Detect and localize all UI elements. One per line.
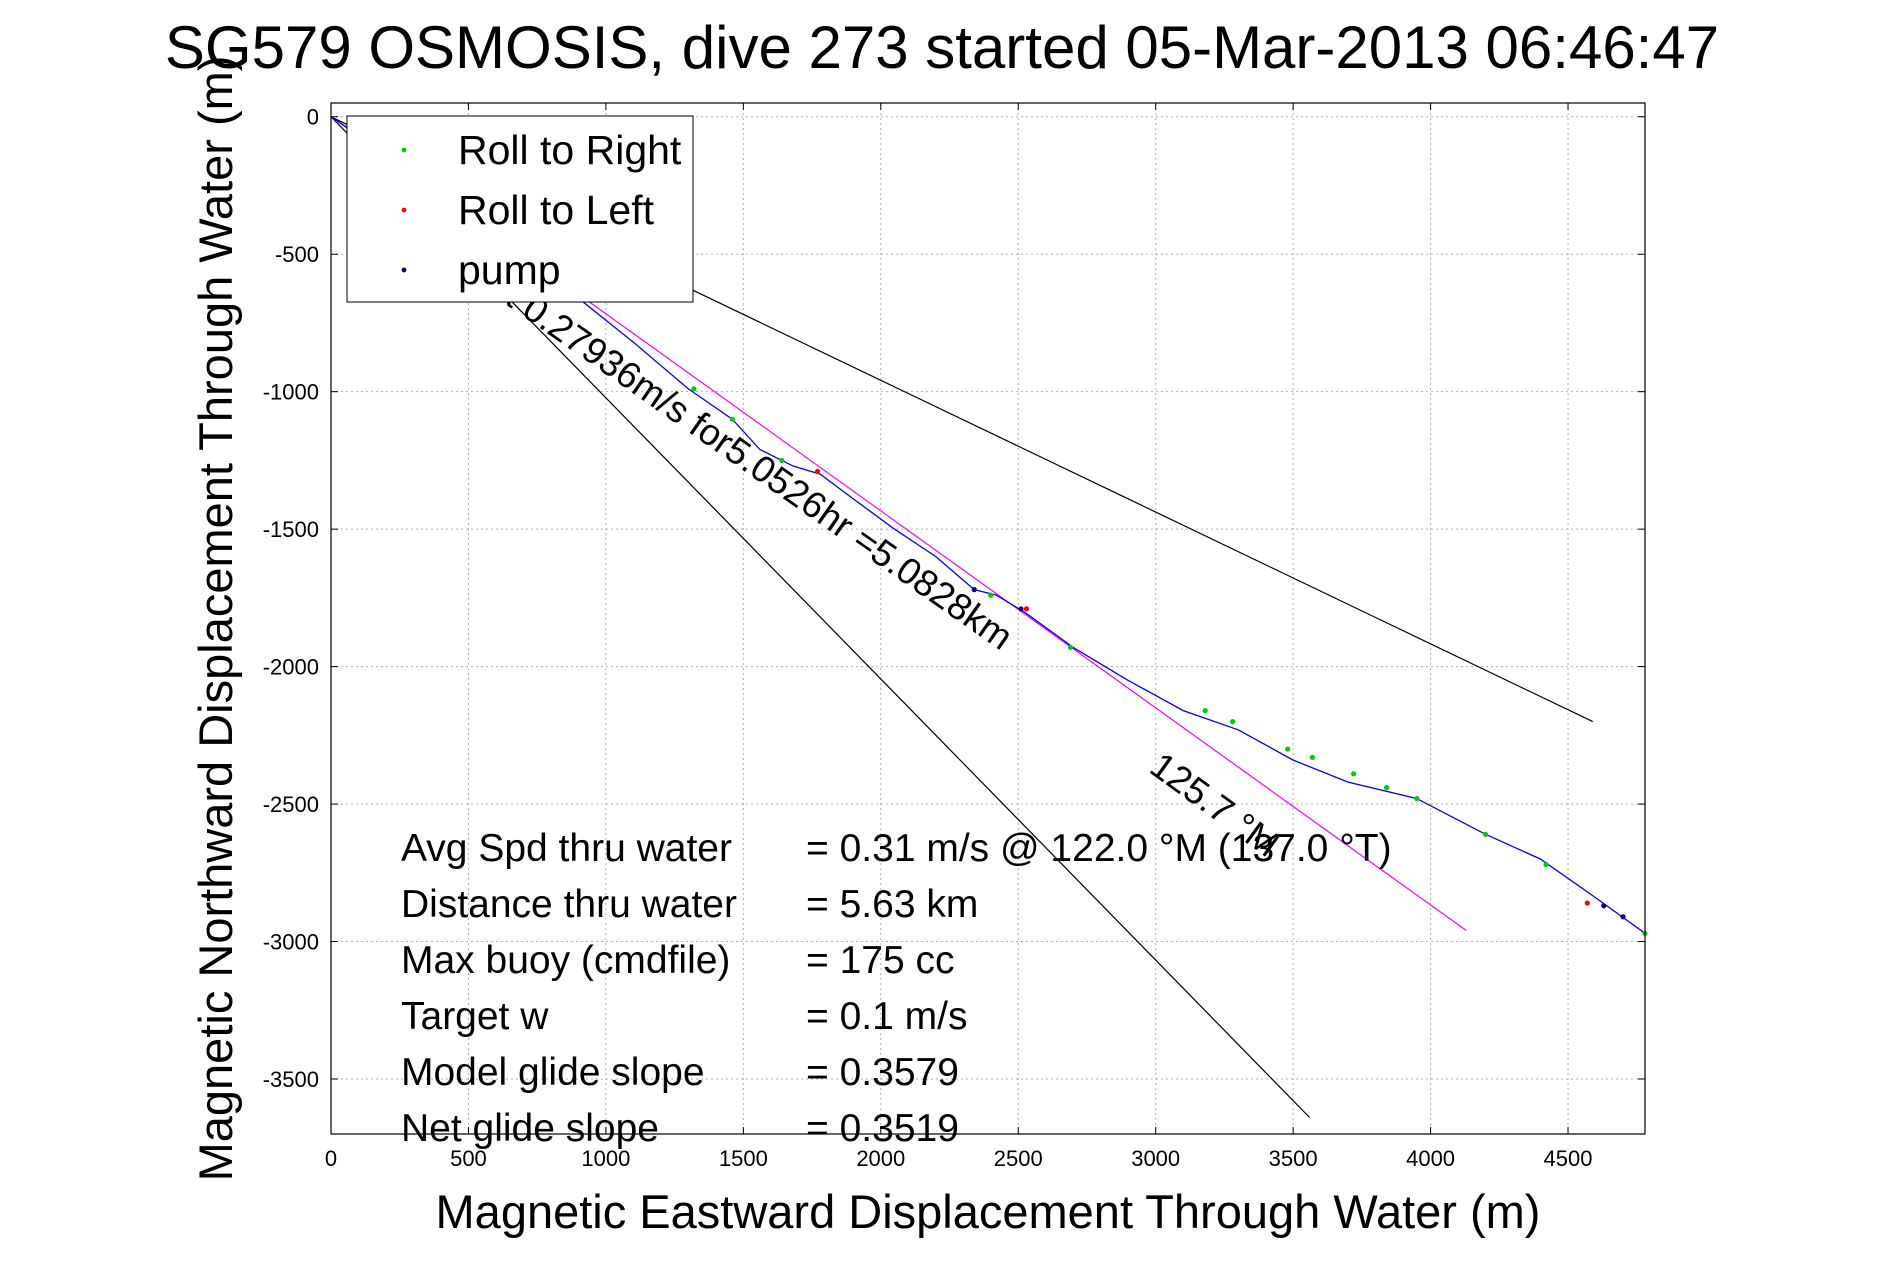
x-tick-label: 1000 (581, 1146, 630, 1171)
stat-label: Model glide slope (401, 1051, 705, 1094)
x-tick-label: 3500 (1269, 1146, 1318, 1171)
x-tick-label: 0 (325, 1146, 337, 1171)
x-tick-label: 4500 (1544, 1146, 1593, 1171)
roll-right-point (1230, 719, 1236, 725)
y-tick-label: -1500 (263, 517, 319, 542)
legend: Roll to Right Roll to Left pump (346, 115, 694, 303)
y-tick-label: -2500 (263, 792, 319, 817)
x-tick-label: 2500 (994, 1146, 1043, 1171)
x-tick-label: 3000 (1131, 1146, 1180, 1171)
grid (330, 103, 1645, 1134)
roll-left-point (1023, 606, 1030, 612)
stat-value: = 0.3579 (806, 1051, 959, 1094)
y-tick-label: -500 (275, 242, 319, 267)
y-tick-label: -3500 (263, 1067, 319, 1092)
roll-right-point (1482, 831, 1489, 837)
stat-value: = 0.1 m/s (806, 995, 967, 1038)
stat-label: Net glide slope (401, 1107, 659, 1150)
y-tick-label: -2000 (263, 655, 319, 680)
annotations: Current 0.27936m/s for5.0526hr =5.0828km… (406, 211, 1287, 865)
roll-left-point (814, 468, 821, 475)
roll-right-point (1309, 754, 1315, 760)
roll-right-point (1383, 784, 1390, 791)
y-tick-label: -3000 (263, 930, 319, 955)
chart-title: SG579 OSMOSIS, dive 273 started 05-Mar-2… (165, 14, 1719, 81)
legend-label: Roll to Left (458, 187, 655, 233)
stat-label: Target w (401, 995, 549, 1038)
roll-right-point (1351, 771, 1357, 777)
roll-right-point (1067, 644, 1074, 650)
plot-area (330, 102, 1646, 1135)
roll-right-point (1285, 746, 1291, 752)
roll-right-point (1414, 795, 1420, 802)
track-markers (691, 386, 1648, 936)
y-tick-label: -1000 (263, 380, 319, 405)
stat-label: Avg Spd thru water (401, 827, 732, 870)
roll-right-point (691, 386, 697, 392)
axis-ticks: 0 500 1000 1500 2000 2500 3000 3500 4000 4500 0 -50… (263, 103, 1645, 1171)
roll-left-point (1584, 900, 1590, 906)
stat-label: Max buoy (cmdfile) (401, 939, 730, 982)
roll-right-point (729, 416, 735, 422)
roll-right-point (988, 592, 994, 598)
roll-right-point (779, 457, 785, 464)
stats-block: Avg Spd thru water = 0.31 m/s @ 122.0 °M … (401, 827, 1392, 1150)
stat-label: Distance thru water (401, 883, 737, 926)
y-tick-label: 0 (307, 105, 319, 130)
y-axis-label: Magnetic Northward Displacement Through … (189, 56, 242, 1182)
pump-point (1620, 914, 1626, 920)
roll-right-point (1543, 861, 1549, 868)
legend-marker (401, 147, 407, 153)
pump-point (1018, 606, 1024, 612)
x-tick-label: 4000 (1406, 1146, 1455, 1171)
legend-marker (401, 267, 407, 273)
legend-marker (401, 207, 407, 213)
pump-point (971, 587, 977, 593)
x-tick-label: 2000 (856, 1146, 905, 1171)
legend-label: pump (458, 247, 561, 293)
roll-right-point (1202, 708, 1208, 714)
legend-label: Roll to Right (458, 127, 682, 173)
stat-value: = 5.63 km (806, 883, 978, 926)
stat-value: = 0.31 m/s @ 122.0 °M (137.0 °T) (806, 827, 1392, 870)
stat-value: = 0.3519 (806, 1107, 959, 1150)
x-tick-label: 1500 (719, 1146, 768, 1171)
x-axis-label: Magnetic Eastward Displacement Through W… (436, 1185, 1541, 1238)
stat-value: = 175 cc (806, 939, 955, 982)
pump-point (1601, 903, 1607, 909)
x-tick-label: 500 (450, 1146, 487, 1171)
